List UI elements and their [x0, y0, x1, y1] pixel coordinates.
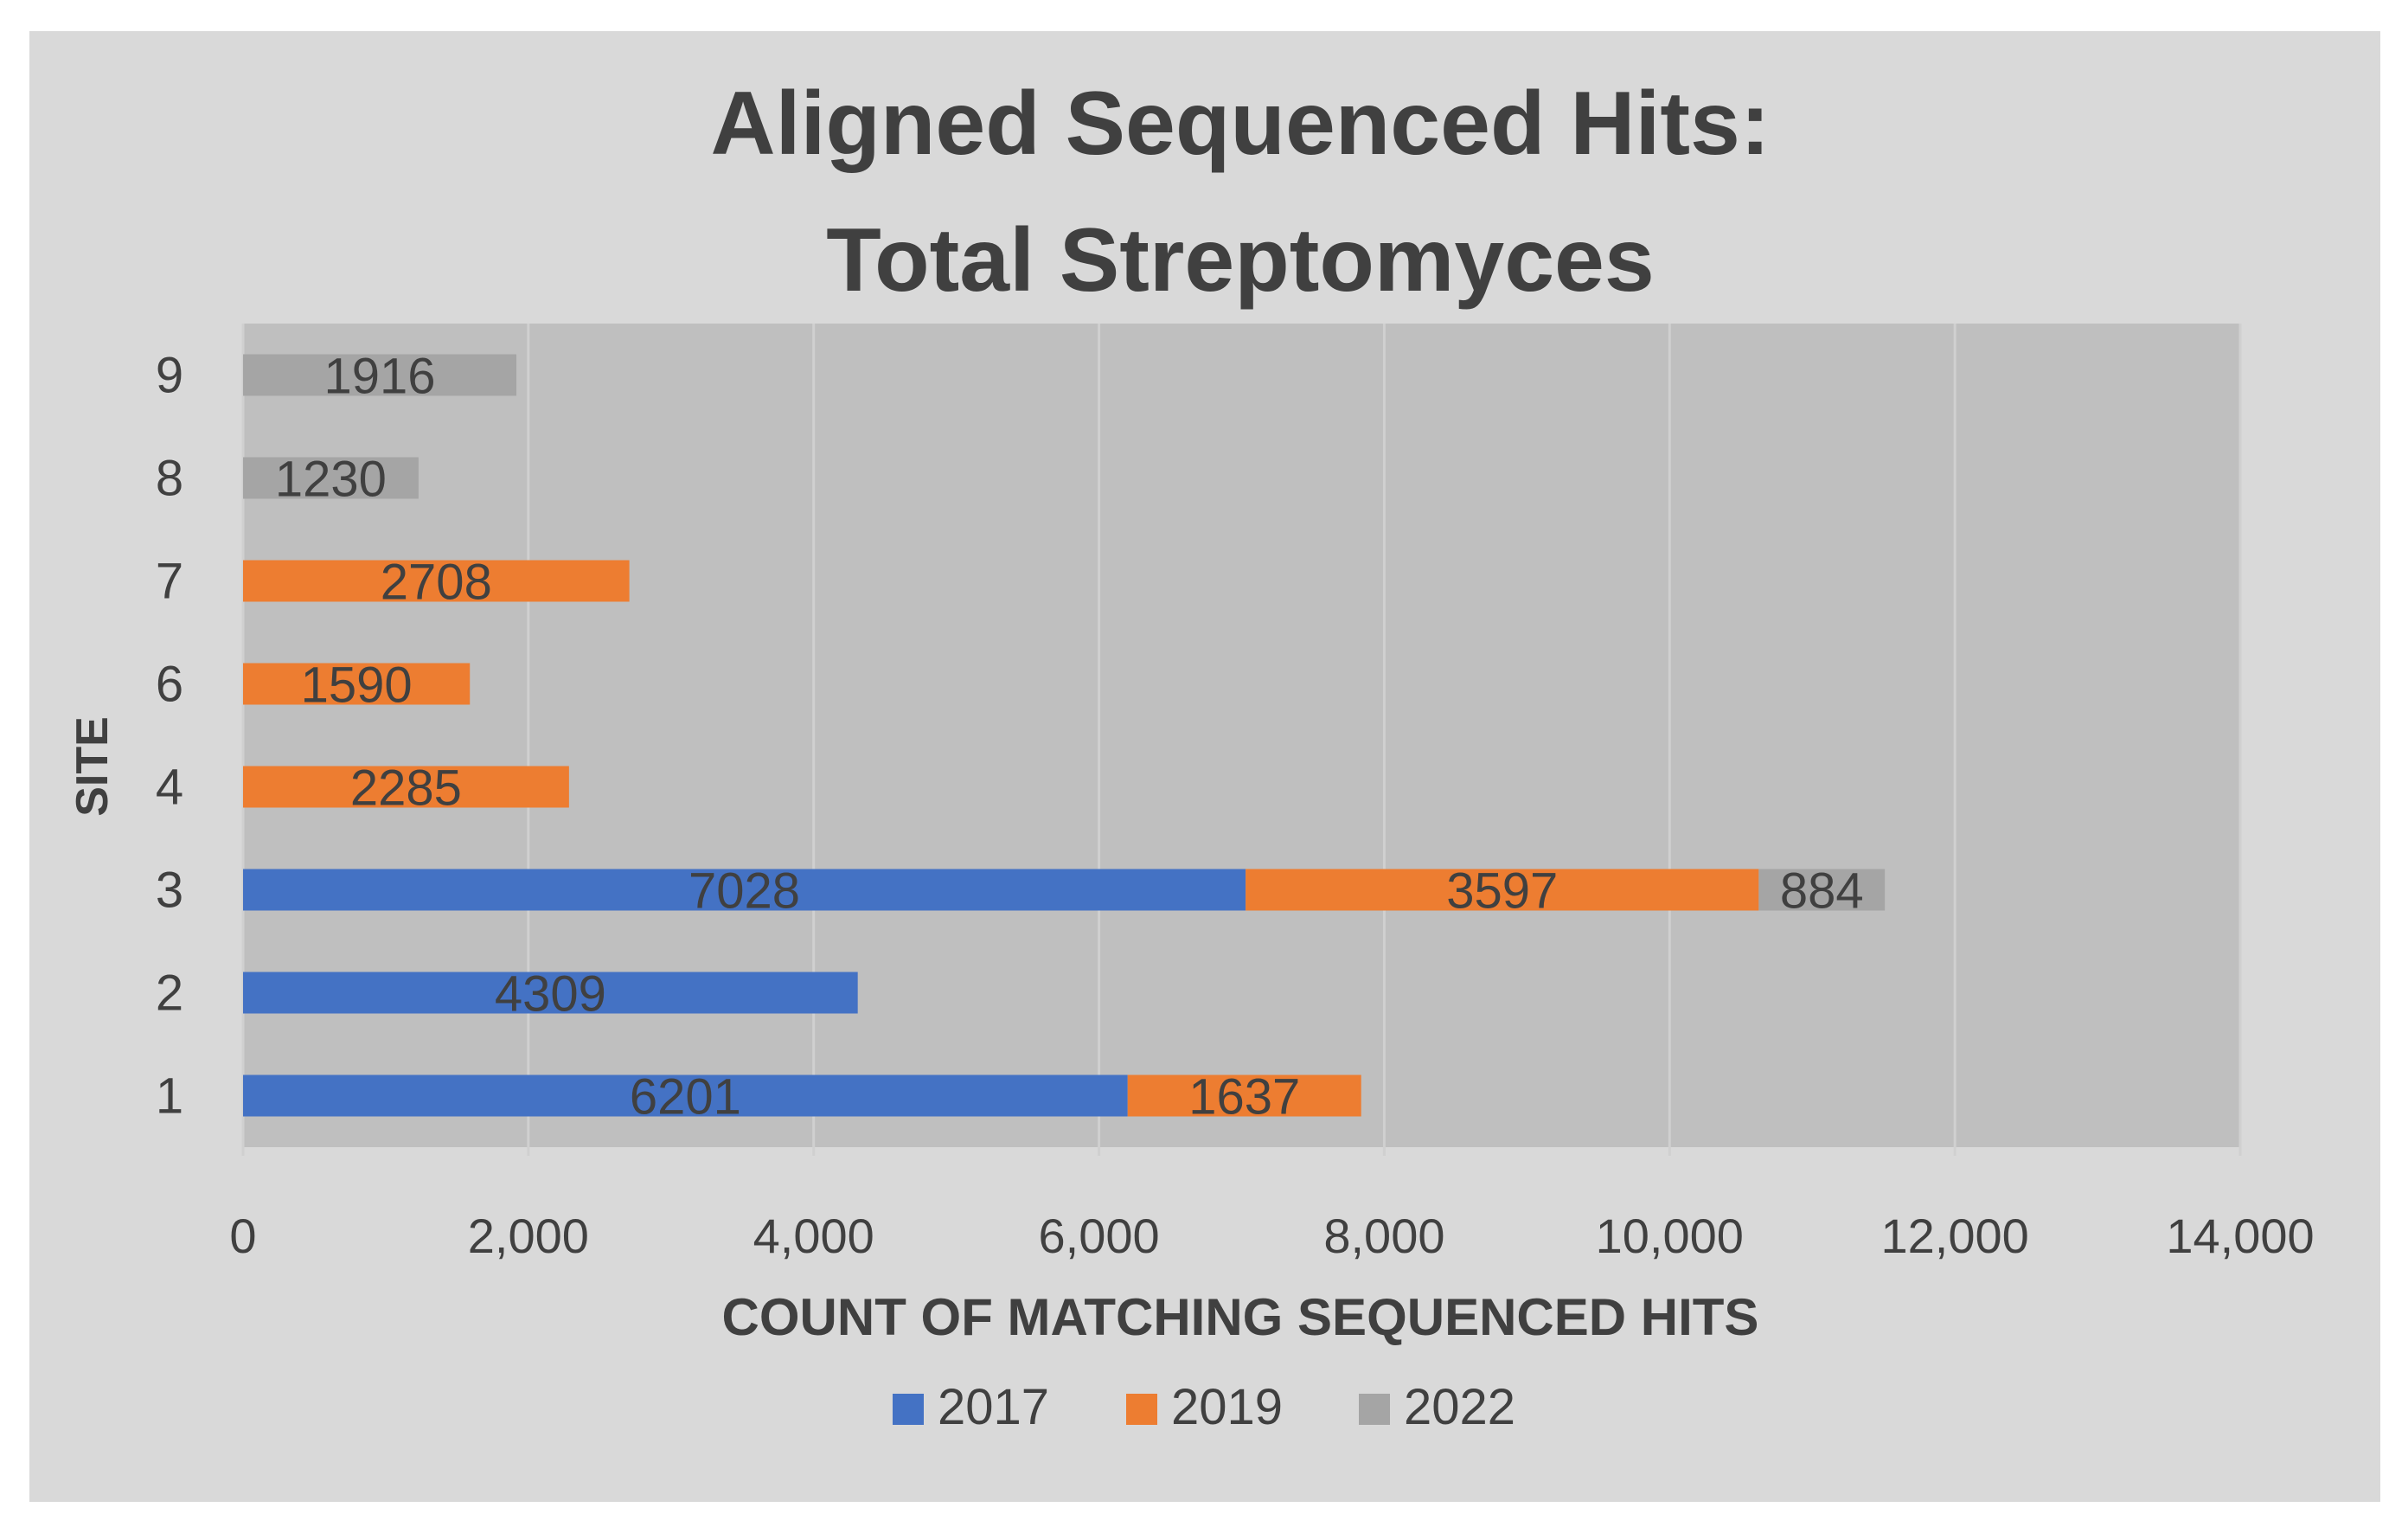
data-labels: 6201 1637 4309 7028 3597 884 2285 1590 2708 1230 1… [275, 349, 1864, 1126]
bar-2019-site-7 [243, 560, 630, 602]
y-tick-label: 8 [156, 451, 183, 507]
data-label: 1916 [323, 349, 435, 405]
chart-frame: 6201 1637 4309 7028 3597 884 2285 1590 2708 1230 1… [29, 31, 2380, 1502]
data-label: 7028 [688, 863, 800, 920]
legend-label: 2019 [1171, 1379, 1283, 1435]
x-tick-label: 4,000 [753, 1209, 874, 1263]
y-tick-label: 9 [156, 348, 183, 404]
bar-2022-site-3 [1758, 869, 1886, 911]
x-tick-label: 8,000 [1323, 1209, 1444, 1263]
gridlines [241, 324, 2242, 1156]
bar-2017-site-2 [243, 972, 858, 1014]
legend-label: 2022 [1404, 1379, 1515, 1435]
bar-2017-site-1 [243, 1074, 1128, 1117]
y-tick-label: 7 [156, 554, 183, 610]
x-tick-label: 0 [229, 1209, 256, 1263]
data-label: 2708 [381, 555, 492, 611]
bar-2019-site-1 [1127, 1074, 1361, 1117]
data-label: 4309 [495, 966, 606, 1023]
y-tick-label: 6 [156, 657, 183, 713]
legend-swatch-2022 [1359, 1394, 1390, 1425]
y-tick-label: 4 [156, 760, 183, 816]
bars [243, 354, 1886, 1117]
y-tick-label: 3 [156, 863, 183, 919]
x-axis-title: COUNT OF MATCHING SEQUENCED HITS [722, 1288, 1759, 1346]
bar-2019-site-3 [1246, 869, 1759, 911]
legend: 2017 2019 2022 [893, 1379, 1515, 1435]
y-tick-label: 1 [156, 1068, 183, 1125]
bar-2019-site-4 [243, 766, 569, 808]
legend-label: 2017 [938, 1379, 1049, 1435]
data-label: 1637 [1188, 1069, 1300, 1126]
x-tick-label: 14,000 [2166, 1209, 2314, 1263]
data-label: 2285 [350, 760, 462, 817]
data-label: 884 [1780, 863, 1864, 920]
bar-2017-site-3 [243, 869, 1246, 911]
legend-swatch-2019 [1126, 1394, 1157, 1425]
legend-swatch-2017 [893, 1394, 924, 1425]
data-label: 6201 [630, 1069, 741, 1126]
y-axis-ticks: 1 2 3 4 6 7 8 9 [156, 348, 183, 1125]
x-tick-label: 10,000 [1596, 1209, 1744, 1263]
data-label: 3597 [1446, 863, 1558, 920]
x-tick-label: 2,000 [468, 1209, 589, 1263]
plot-area [243, 324, 2240, 1147]
y-axis-title: SITE [67, 716, 118, 817]
x-tick-label: 12,000 [1881, 1209, 2029, 1263]
bar-2022-site-8 [243, 457, 419, 499]
data-label: 1590 [301, 657, 413, 714]
x-axis-ticks: 0 2,000 4,000 6,000 8,000 10,000 12,000 14,000 [229, 1209, 2314, 1263]
chart-title-line-1: Aligned Sequenced Hits: [710, 74, 1770, 174]
bar-2019-site-6 [243, 663, 471, 705]
bar-2022-site-9 [243, 354, 517, 396]
chart-title-line-2: Total Streptomyces [826, 210, 1654, 311]
y-tick-label: 2 [156, 965, 183, 1022]
data-label: 1230 [275, 452, 387, 508]
x-tick-label: 6,000 [1039, 1209, 1160, 1263]
